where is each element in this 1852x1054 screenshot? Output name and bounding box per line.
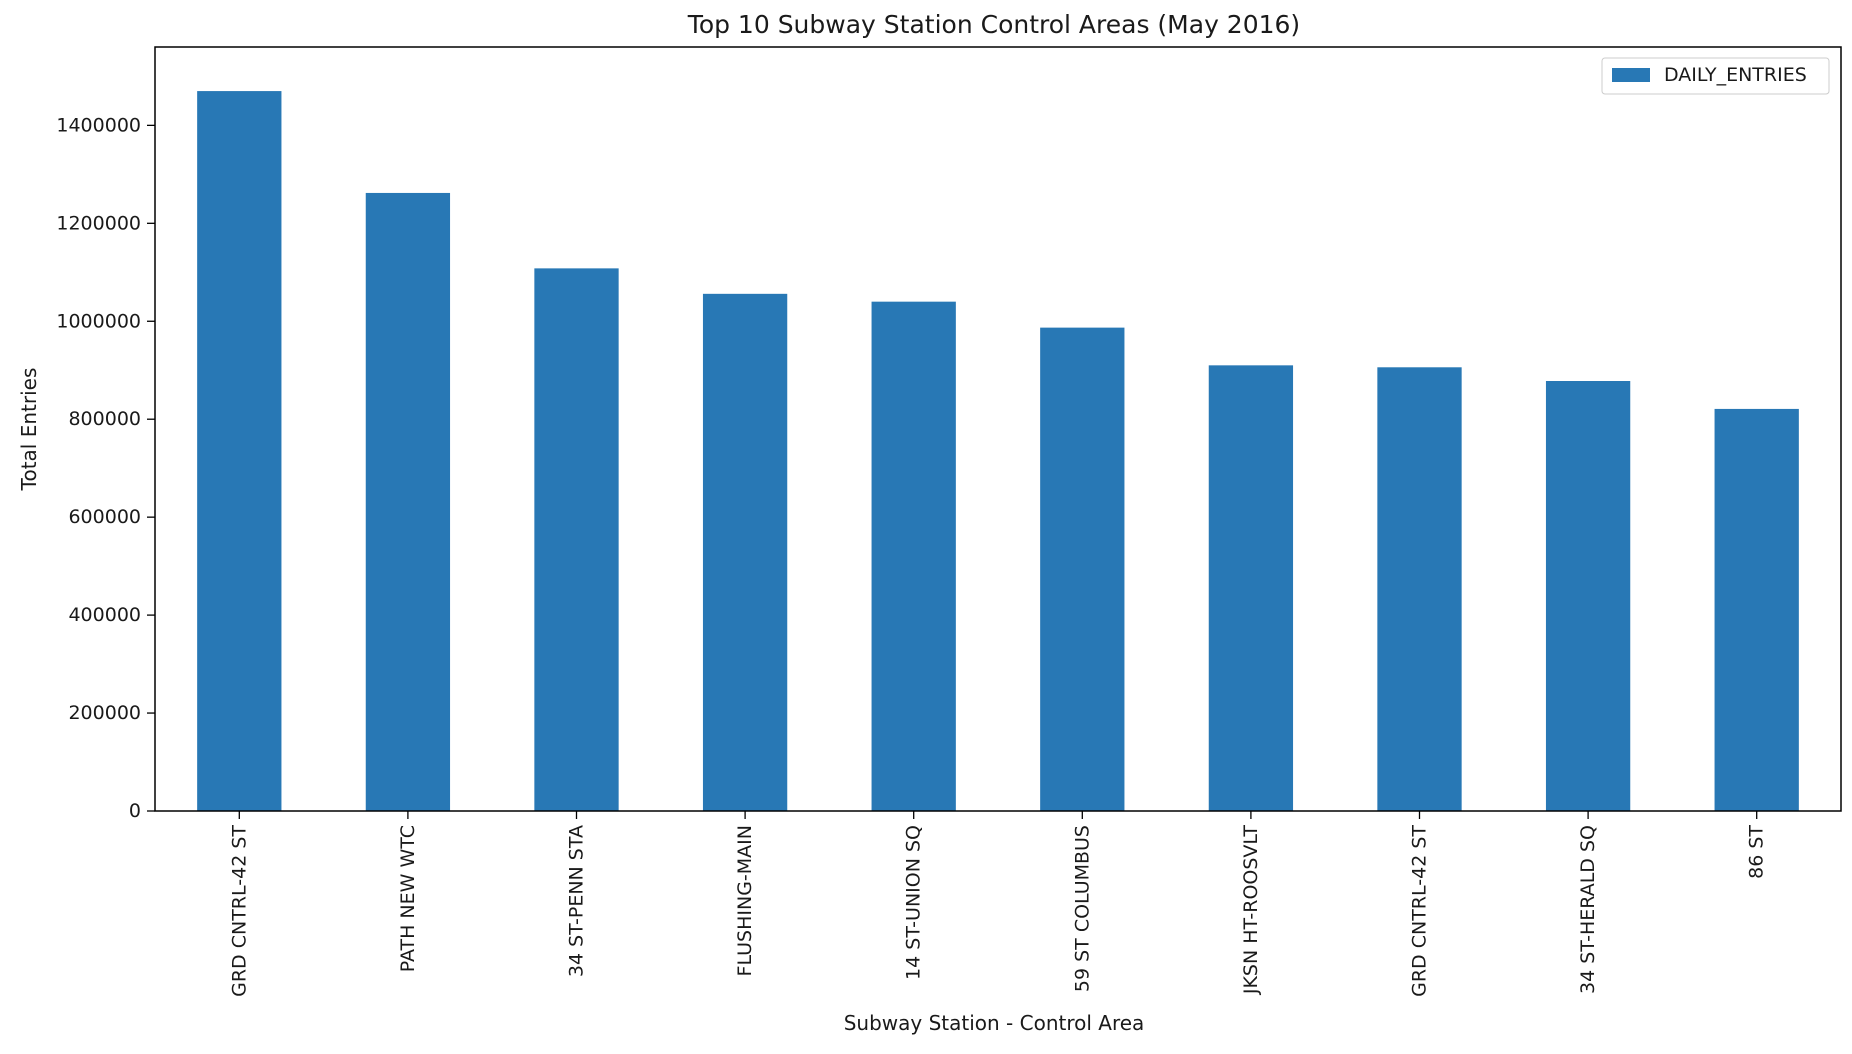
x-tick-label: FLUSHING-MAIN bbox=[734, 825, 756, 976]
x-axis: GRD CNTRL-42 ST PATH NEW WTC 34 ST-PENN ST… bbox=[228, 811, 1768, 997]
x-tick-label: 14 ST-UNION SQ bbox=[903, 825, 925, 980]
bar bbox=[1040, 327, 1125, 811]
legend-label: DAILY_ENTRIES bbox=[1664, 64, 1807, 86]
x-tick-label: JKSN HT-ROOSVLT bbox=[1240, 825, 1262, 996]
y-tick-label: 800000 bbox=[68, 408, 141, 430]
y-tick-label: 400000 bbox=[68, 604, 141, 626]
chart-title: Top 10 Subway Station Control Areas (May… bbox=[687, 10, 1300, 39]
bar bbox=[871, 301, 956, 811]
bar bbox=[702, 293, 788, 811]
legend-box bbox=[1601, 57, 1830, 95]
y-tick-label: 600000 bbox=[68, 506, 141, 528]
y-tick-label: 1400000 bbox=[56, 114, 141, 136]
legend: DAILY_ENTRIES bbox=[1601, 57, 1830, 95]
x-tick-label: 86 ST bbox=[1746, 825, 1768, 879]
x-tick-label: GRD CNTRL-42 ST bbox=[1409, 825, 1431, 997]
bar bbox=[1714, 408, 1799, 811]
x-tick-label: 34 ST-HERALD SQ bbox=[1577, 825, 1599, 994]
plot-frame bbox=[154, 46, 1842, 812]
bar bbox=[1545, 381, 1631, 811]
x-axis-label: Subway Station - Control Area bbox=[844, 1011, 1145, 1035]
bar bbox=[1208, 365, 1294, 811]
y-tick-label: 0 bbox=[129, 800, 141, 822]
bar bbox=[365, 192, 451, 811]
y-axis-label: Total Entries bbox=[17, 368, 41, 492]
bar bbox=[1377, 367, 1462, 811]
y-tick-label: 1200000 bbox=[56, 212, 141, 234]
x-tick-label: PATH NEW WTC bbox=[397, 825, 419, 972]
bar bbox=[534, 268, 619, 811]
y-tick-label: 200000 bbox=[68, 702, 141, 724]
bar-series bbox=[197, 91, 1799, 812]
x-tick-label: 34 ST-PENN STA bbox=[566, 825, 588, 977]
x-tick-label: 59 ST COLUMBUS bbox=[1071, 825, 1093, 992]
y-axis: 0 200000 400000 600000 800000 1000000 1200000 1… bbox=[56, 114, 155, 822]
legend-swatch bbox=[1612, 68, 1650, 82]
y-tick-label: 1000000 bbox=[56, 310, 141, 332]
x-tick-label: GRD CNTRL-42 ST bbox=[228, 825, 250, 997]
bar bbox=[197, 91, 282, 812]
